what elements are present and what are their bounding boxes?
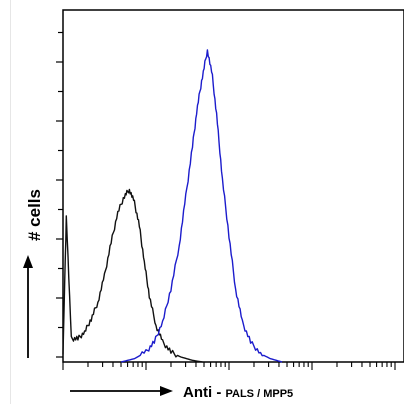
left-border-line — [10, 0, 11, 404]
series-line-control — [62, 188, 203, 363]
series-layer — [62, 49, 283, 363]
y-axis-label-group: # cells — [23, 189, 44, 358]
x-axis-label-target: PALS / MPP5 — [226, 388, 294, 400]
x-axis-arrow-head — [160, 386, 173, 396]
y-axis-ticks — [56, 31, 63, 358]
y-axis-label: # cells — [25, 189, 44, 241]
x-axis-label: Anti - PALS / MPP5 — [183, 384, 293, 401]
x-axis-ticks — [62, 362, 396, 370]
plot-frame — [62, 9, 404, 363]
x-axis-label-prefix: Anti - — [183, 384, 226, 401]
y-axis-arrow-head — [23, 255, 33, 268]
series-line-antibody — [120, 49, 283, 363]
x-axis-label-group: Anti - PALS / MPP5 — [70, 384, 293, 401]
